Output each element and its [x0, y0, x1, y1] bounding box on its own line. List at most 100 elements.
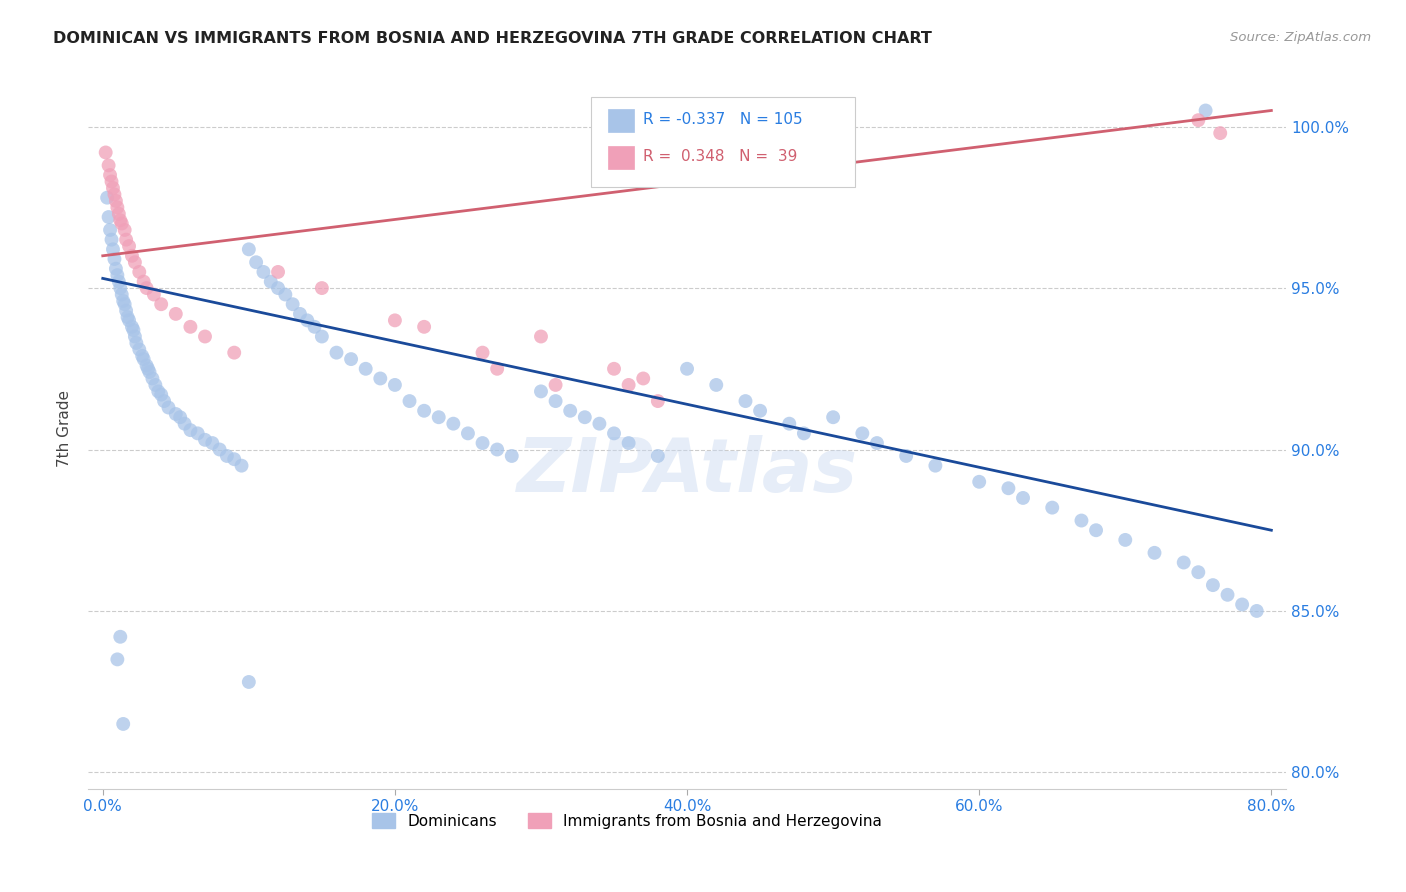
Point [967, 475, 990, 489]
Point [631, 371, 654, 385]
FancyBboxPatch shape [607, 109, 634, 132]
Point [1202, 578, 1225, 592]
Point [105, 200, 128, 214]
Point [1246, 604, 1268, 618]
Point [100, 233, 122, 247]
Point [1012, 491, 1035, 505]
Point [267, 281, 290, 295]
Point [1194, 103, 1216, 118]
Point [617, 436, 640, 450]
Point [252, 265, 274, 279]
Point [98, 168, 121, 182]
Point [238, 243, 260, 257]
Point [471, 345, 494, 359]
Text: DOMINICAN VS IMMIGRANTS FROM BOSNIA AND HERZEGOVINA 7TH GRADE CORRELATION CHART: DOMINICAN VS IMMIGRANTS FROM BOSNIA AND … [53, 31, 932, 46]
Point [647, 394, 669, 409]
Point [1216, 588, 1239, 602]
Point [427, 410, 450, 425]
Point [105, 268, 128, 282]
Text: ZIPAtlas: ZIPAtlas [516, 435, 858, 508]
Point [603, 361, 626, 376]
Point [486, 361, 509, 376]
Point [215, 449, 238, 463]
Point [288, 307, 311, 321]
Point [894, 449, 917, 463]
Point [110, 281, 132, 295]
Point [103, 252, 125, 266]
Point [1209, 126, 1232, 140]
Point [108, 207, 131, 221]
FancyBboxPatch shape [607, 145, 634, 169]
Point [778, 417, 800, 431]
Point [245, 255, 267, 269]
Point [98, 223, 121, 237]
Point [179, 423, 201, 437]
Point [117, 310, 139, 325]
Point [413, 403, 436, 417]
Point [194, 329, 217, 343]
Point [110, 213, 132, 227]
Point [297, 313, 319, 327]
Point [114, 297, 136, 311]
Point [676, 361, 699, 376]
Point [398, 394, 420, 409]
Point [128, 265, 150, 279]
Point [187, 426, 209, 441]
Point [111, 287, 134, 301]
Point [94, 145, 117, 160]
Point [103, 187, 125, 202]
Point [384, 378, 406, 392]
Point [997, 481, 1019, 495]
Point [560, 403, 582, 417]
Point [165, 307, 187, 321]
Point [384, 313, 406, 327]
Point [128, 343, 150, 357]
Point [574, 410, 596, 425]
Point [208, 442, 231, 457]
Point [368, 371, 391, 385]
Point [224, 345, 246, 359]
Point [97, 210, 120, 224]
Point [148, 384, 170, 399]
Point [97, 158, 120, 172]
Point [304, 319, 326, 334]
Point [486, 442, 509, 457]
Point [122, 323, 145, 337]
Point [135, 359, 157, 373]
Point [530, 384, 553, 399]
Point [603, 426, 626, 441]
Point [866, 436, 889, 450]
Point [124, 255, 146, 269]
Point [101, 181, 124, 195]
Point [471, 436, 494, 450]
Point [224, 452, 246, 467]
Point [267, 265, 290, 279]
Point [617, 378, 640, 392]
Point [281, 297, 304, 311]
Point [1187, 113, 1209, 128]
Point [111, 217, 134, 231]
Point [108, 275, 131, 289]
Point [274, 287, 297, 301]
Point [135, 281, 157, 295]
Point [924, 458, 946, 473]
Legend: Dominicans, Immigrants from Bosnia and Herzegovina: Dominicans, Immigrants from Bosnia and H… [367, 806, 889, 835]
Point [179, 319, 201, 334]
Point [132, 275, 155, 289]
Point [734, 394, 756, 409]
Point [121, 319, 143, 334]
Point [115, 303, 138, 318]
Point [157, 401, 180, 415]
Point [101, 243, 124, 257]
Point [165, 407, 187, 421]
Point [110, 630, 132, 644]
Point [588, 417, 610, 431]
Point [749, 403, 772, 417]
Point [150, 387, 173, 401]
Point [141, 371, 163, 385]
Point [1070, 514, 1092, 528]
Point [501, 449, 523, 463]
Point [1173, 556, 1195, 570]
Point [118, 239, 141, 253]
Point [1143, 546, 1166, 560]
